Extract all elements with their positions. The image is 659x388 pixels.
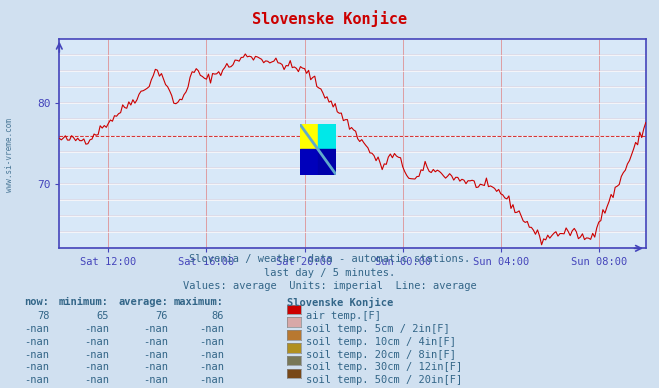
Text: -nan: -nan [199,375,224,385]
Text: Slovenske Konjice: Slovenske Konjice [252,10,407,26]
Text: -nan: -nan [84,337,109,347]
Text: 78: 78 [37,311,49,321]
Text: -nan: -nan [24,350,49,360]
Text: -nan: -nan [143,375,168,385]
Text: -nan: -nan [199,337,224,347]
Bar [300,124,318,149]
Text: soil temp. 50cm / 20in[F]: soil temp. 50cm / 20in[F] [306,375,463,385]
Text: -nan: -nan [143,350,168,360]
Text: average:: average: [118,297,168,307]
Text: 65: 65 [96,311,109,321]
Bar [300,149,318,175]
Text: soil temp. 30cm / 12in[F]: soil temp. 30cm / 12in[F] [306,362,463,372]
Text: -nan: -nan [199,350,224,360]
Text: Slovenske Konjice: Slovenske Konjice [287,297,393,308]
Text: www.si-vreme.com: www.si-vreme.com [5,118,14,192]
Text: -nan: -nan [24,324,49,334]
Text: Slovenia / weather data - automatic stations.: Slovenia / weather data - automatic stat… [189,254,470,264]
Text: soil temp. 10cm / 4in[F]: soil temp. 10cm / 4in[F] [306,337,457,347]
Text: air temp.[F]: air temp.[F] [306,311,382,321]
Text: -nan: -nan [143,337,168,347]
Text: minimum:: minimum: [59,297,109,307]
Text: last day / 5 minutes.: last day / 5 minutes. [264,268,395,278]
Text: Values: average  Units: imperial  Line: average: Values: average Units: imperial Line: av… [183,281,476,291]
Text: 76: 76 [156,311,168,321]
Text: -nan: -nan [143,362,168,372]
Text: soil temp. 5cm / 2in[F]: soil temp. 5cm / 2in[F] [306,324,450,334]
Text: -nan: -nan [24,362,49,372]
Text: -nan: -nan [199,324,224,334]
Text: -nan: -nan [199,362,224,372]
Text: -nan: -nan [84,375,109,385]
Text: 86: 86 [212,311,224,321]
Text: -nan: -nan [84,324,109,334]
Bar [318,124,336,149]
Text: -nan: -nan [84,350,109,360]
Text: -nan: -nan [24,375,49,385]
Text: -nan: -nan [24,337,49,347]
Bar [318,149,336,175]
Text: soil temp. 20cm / 8in[F]: soil temp. 20cm / 8in[F] [306,350,457,360]
Text: -nan: -nan [143,324,168,334]
Text: -nan: -nan [84,362,109,372]
Text: maximum:: maximum: [174,297,224,307]
Text: now:: now: [24,297,49,307]
